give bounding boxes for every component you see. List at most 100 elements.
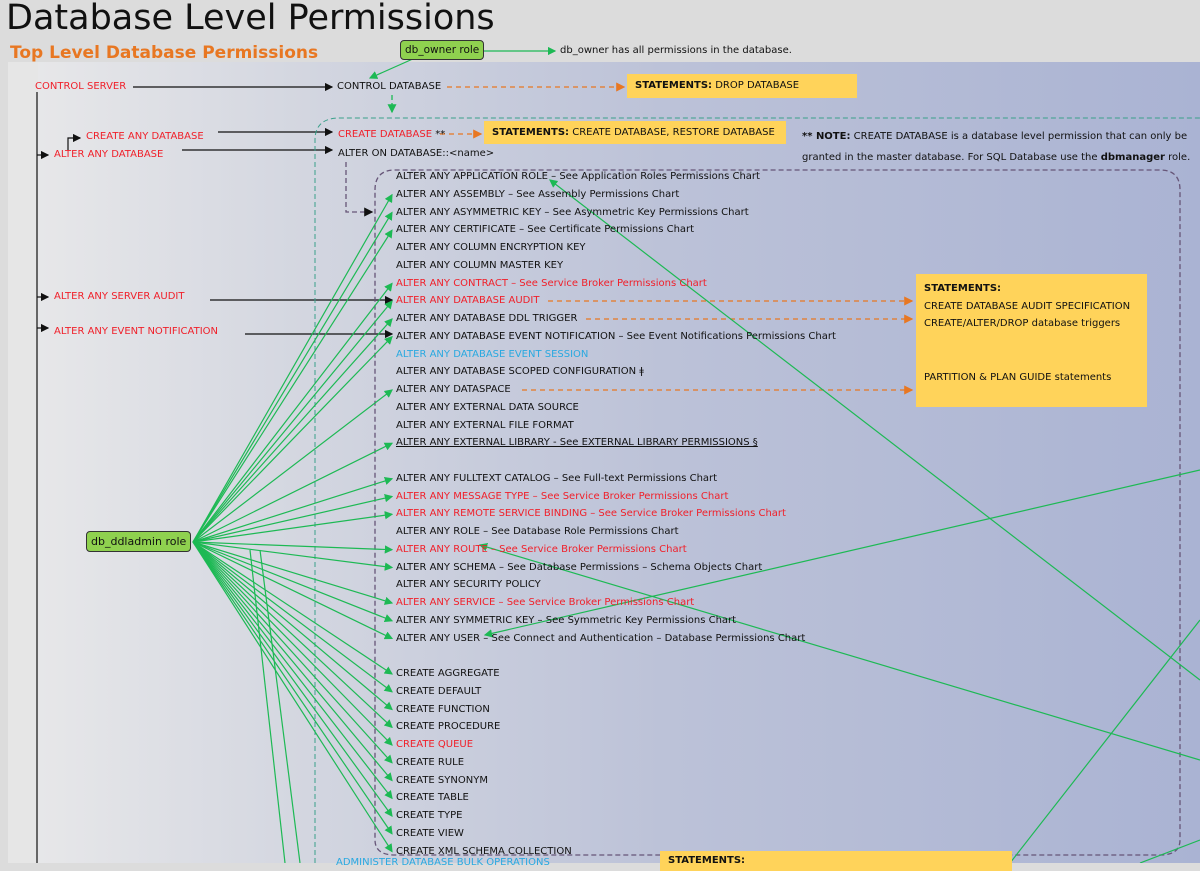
note-prefix: ** NOTE: (802, 131, 851, 142)
permission-item: ALTER ANY DATASPACE (396, 384, 511, 395)
permission-item: ALTER ANY ASYMMETRIC KEY – See Asymmetri… (396, 206, 749, 218)
ddladmin-arrow (192, 229, 393, 543)
create-database: CREATE DATABASE ** (338, 129, 445, 141)
statements-triggers: CREATE/ALTER/DROP database triggers (924, 318, 1121, 330)
ddladmin-arrow (192, 476, 394, 543)
ddladmin-arrow (192, 211, 393, 543)
ddladmin-arrow (192, 541, 393, 853)
permission-item: ALTER ANY DATABASE EVENT NOTIFICATION – … (396, 330, 836, 342)
statements-label: STATEMENTS: (924, 283, 1002, 294)
ddladmin-arrow (192, 541, 393, 693)
statements-create-box: STATEMENTS: CREATE DATABASE, RESTORE DAT… (484, 121, 786, 144)
permission-item: ALTER ANY ROLE – See Database Role Permi… (396, 526, 679, 537)
alter-any-event-notification: ALTER ANY EVENT NOTIFICATION (54, 326, 219, 337)
permission-item: ALTER ANY SERVICE – See Service Broker P… (396, 597, 695, 608)
permission-item: ALTER ANY CERTIFICATE – See Certificate … (396, 224, 695, 236)
control-server: CONTROL SERVER (35, 81, 127, 92)
permission-item: CREATE SYNONYM (396, 774, 488, 786)
ddladmin-arrow (192, 541, 394, 623)
ddladmin-arrow (192, 541, 393, 746)
statements-partition: PARTITION & PLAN GUIDE statements (924, 371, 1112, 383)
note-dbmanager: dbmanager (1100, 152, 1165, 163)
permission-item: ALTER ANY APPLICATION ROLE – See Applica… (396, 171, 760, 182)
ddladmin-arrow (192, 282, 393, 543)
page-title: Database Level Permissions (6, 0, 495, 38)
ddladmin-arrow (192, 541, 393, 800)
diagram-panel (8, 62, 1200, 863)
ddladmin-arrow (192, 541, 394, 640)
ddladmin-arrow (192, 541, 393, 764)
permission-item: ALTER ANY EXTERNAL LIBRARY - See EXTERNA… (396, 437, 758, 449)
statements-create: CREATE DATABASE, RESTORE DATABASE (572, 127, 775, 138)
alter-on-database: ALTER ON DATABASE::<name> (338, 148, 495, 159)
green-arrows (192, 46, 1200, 863)
permission-item: ALTER ANY EXTERNAL FILE FORMAT (396, 419, 574, 431)
statements-audit-spec: CREATE DATABASE AUDIT SPECIFICATION (924, 300, 1131, 312)
permission-item: CREATE VIEW (396, 827, 464, 839)
statements-label: STATEMENTS: (668, 855, 746, 866)
permission-item: ALTER ANY COLUMN ENCRYPTION KEY (396, 242, 586, 253)
permission-item: ALTER ANY REMOTE SERVICE BINDING – See S… (396, 508, 786, 520)
administer-bulk-operations: ADMINISTER DATABASE BULK OPERATIONS (336, 857, 550, 868)
permission-item: ALTER ANY EXTERNAL DATA SOURCE (396, 401, 579, 413)
permission-item: ALTER ANY COLUMN MASTER KEY (396, 259, 564, 271)
orange-arrows (440, 82, 914, 395)
permission-item: ALTER ANY ASSEMBLY – See Assembly Permis… (396, 188, 680, 200)
ddladmin-arrow (192, 541, 394, 554)
note-text-3: role. (1168, 152, 1191, 163)
db-owner-note: db_owner has all permissions in the data… (560, 45, 792, 56)
note-text-1: CREATE DATABASE is a database level perm… (853, 131, 1188, 142)
ddladmin-arrow (192, 511, 394, 543)
permission-item: ALTER ANY DATABASE DDL TRIGGER (396, 313, 578, 324)
create-any-database: CREATE ANY DATABASE (86, 131, 204, 142)
db-ddladmin-role: db_ddladmin role (86, 531, 192, 552)
ddladmin-arrow (192, 541, 393, 711)
statements-label: STATEMENTS: (492, 127, 570, 138)
ddladmin-arrow (192, 442, 394, 543)
permission-item: ALTER ANY CONTRACT – See Service Broker … (396, 277, 707, 289)
permission-item: CREATE QUEUE (396, 739, 474, 750)
ddladmin-arrow (192, 541, 393, 835)
ddladmin-arrow (192, 541, 393, 729)
alter-any-database: ALTER ANY DATABASE (54, 149, 164, 160)
ddladmin-arrow (192, 541, 394, 605)
permission-item: ALTER ANY ROUTE – See Service Broker Per… (396, 543, 687, 555)
black-arrows (36, 82, 394, 863)
statements-drop-box: STATEMENTS: DROP DATABASE (627, 74, 857, 98)
permission-item: CREATE TYPE (396, 810, 463, 821)
ddladmin-arrow (192, 541, 393, 782)
permission-item: CREATE RULE (396, 756, 465, 768)
ddladmin-arrow (192, 318, 393, 543)
create-database-mark: ** (435, 129, 446, 140)
permission-item: ALTER ANY USER – See Connect and Authent… (396, 632, 806, 644)
statements-bulk-box: STATEMENTS: (660, 851, 1012, 871)
permission-item: CREATE AGGREGATE (396, 668, 500, 679)
permission-item: ALTER ANY SYMMETRIC KEY – See Symmetric … (396, 614, 737, 626)
ddladmin-arrow (192, 300, 393, 543)
ddladmin-arrow (192, 541, 394, 571)
ddladmin-arrow (192, 193, 393, 543)
dashed-boxes (314, 95, 1200, 863)
permission-item: ALTER ANY SCHEMA – See Database Permissi… (396, 561, 763, 573)
db-owner-role: db_owner role (400, 40, 485, 60)
statements-label: STATEMENTS: (635, 80, 713, 91)
note-text-2: granted in the master database. For SQL … (802, 152, 1098, 163)
create-database-note: ** NOTE: CREATE DATABASE is a database l… (802, 126, 1190, 168)
permission-item: ALTER ANY SECURITY POLICY (396, 579, 541, 591)
section-subtitle: Top Level Database Permissions (10, 43, 319, 63)
ddladmin-arrow (192, 541, 394, 675)
ddladmin-arrow (192, 389, 393, 543)
permission-item: ALTER ANY MESSAGE TYPE – See Service Bro… (396, 490, 729, 502)
permission-item: ALTER ANY FULLTEXT CATALOG – See Full-te… (396, 472, 718, 484)
control-database: CONTROL DATABASE (337, 81, 442, 92)
statements-drop: DROP DATABASE (715, 80, 800, 91)
permission-item: CREATE DEFAULT (396, 685, 482, 697)
permission-item: ALTER ANY DATABASE EVENT SESSION (396, 348, 589, 360)
ddladmin-arrow (192, 335, 393, 543)
permission-item: CREATE PROCEDURE (396, 721, 501, 733)
statements-audit-box: STATEMENTS: CREATE DATABASE AUDIT SPECIF… (916, 274, 1147, 407)
ddladmin-arrow (192, 541, 393, 817)
permission-item: CREATE FUNCTION (396, 703, 490, 715)
alter-any-server-audit: ALTER ANY SERVER AUDIT (54, 291, 185, 302)
